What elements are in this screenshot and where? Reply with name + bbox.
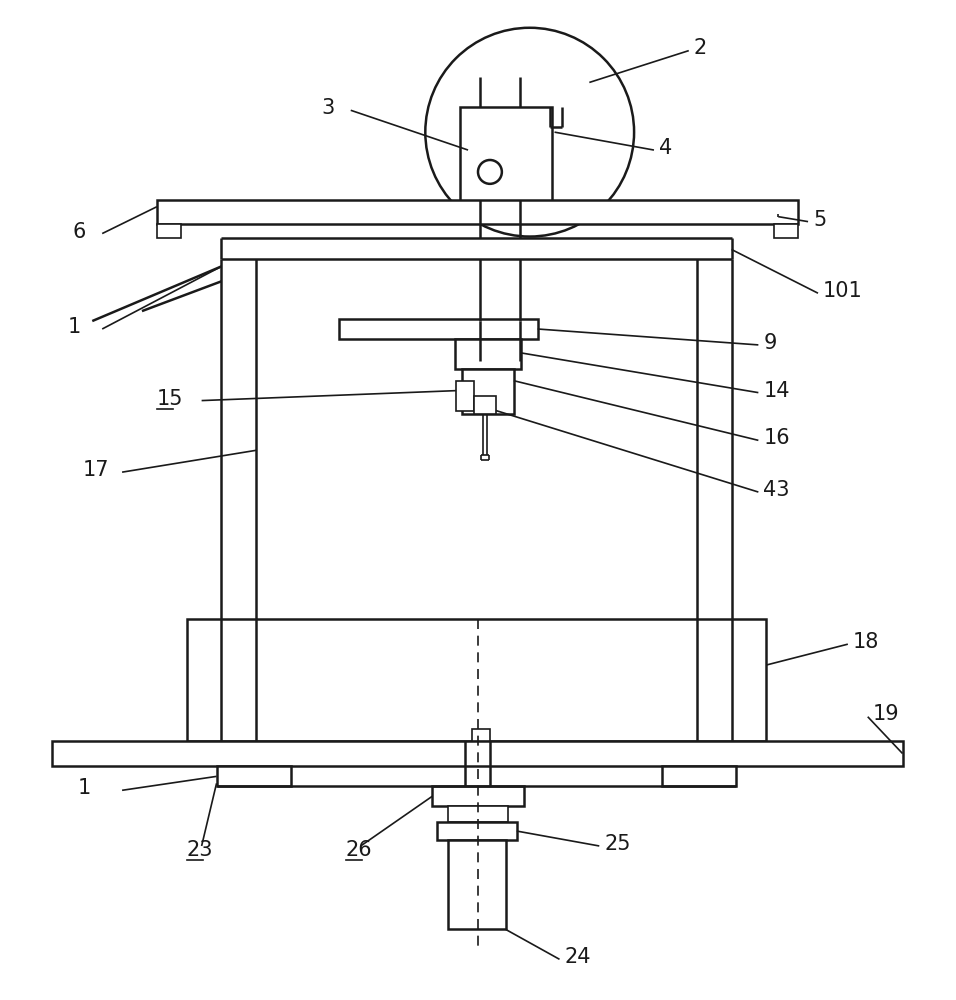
Text: 24: 24 (564, 947, 591, 967)
Bar (456, 381, 474, 411)
Text: 3: 3 (321, 98, 335, 118)
Text: 18: 18 (853, 632, 880, 652)
Bar (474, 396, 496, 414)
Circle shape (478, 160, 502, 184)
Text: 19: 19 (873, 704, 900, 724)
Text: 9: 9 (763, 333, 776, 353)
Bar (157, 224, 181, 238)
Text: 1: 1 (68, 317, 80, 337)
Bar (432, 786, 524, 806)
Bar (455, 339, 521, 369)
Bar (157, 200, 798, 224)
Text: 4: 4 (659, 138, 672, 158)
Text: 43: 43 (763, 480, 790, 500)
Text: 101: 101 (823, 281, 862, 301)
Text: 26: 26 (346, 840, 373, 860)
Text: 25: 25 (604, 834, 631, 854)
Bar (437, 822, 517, 840)
Bar (462, 369, 513, 414)
Text: 5: 5 (813, 210, 826, 230)
Bar (448, 840, 506, 929)
Bar (53, 741, 902, 766)
Bar (186, 619, 767, 741)
Bar (216, 766, 291, 786)
Text: 17: 17 (82, 460, 109, 480)
Text: 23: 23 (186, 840, 213, 860)
Bar (662, 766, 736, 786)
Text: 15: 15 (157, 389, 184, 409)
Circle shape (425, 28, 634, 237)
Text: 14: 14 (763, 381, 790, 401)
Bar (460, 107, 552, 212)
Text: 1: 1 (77, 778, 91, 798)
Text: 2: 2 (694, 38, 707, 58)
Bar (774, 224, 798, 238)
Bar (448, 806, 508, 822)
Bar (338, 319, 537, 339)
Text: 16: 16 (763, 428, 790, 448)
Bar (472, 729, 489, 741)
Text: 6: 6 (73, 222, 86, 242)
